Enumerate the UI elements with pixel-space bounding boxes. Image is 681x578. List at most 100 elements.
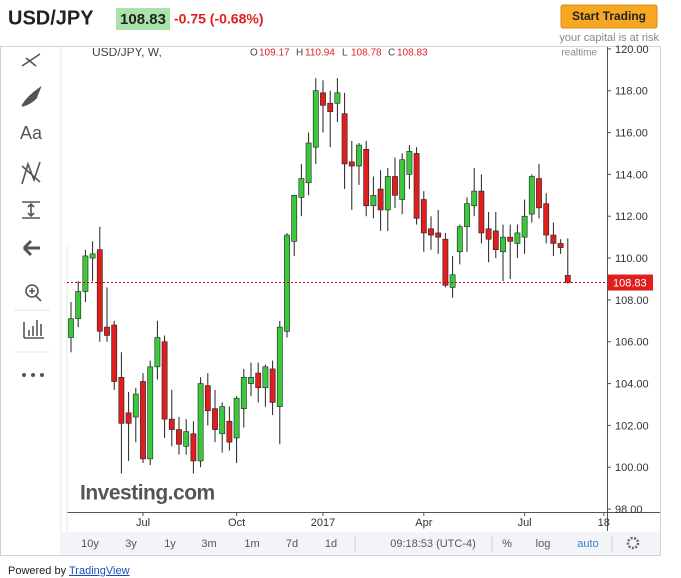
plot-area: USD/JPY, W, realtime O 109.17 H 110.94 L 108.… xyxy=(67,45,607,474)
candle-body xyxy=(104,326,110,336)
candle-body xyxy=(377,188,384,211)
candle-body xyxy=(464,203,470,227)
candle-body xyxy=(233,397,240,439)
settings-gear[interactable] xyxy=(626,536,640,550)
percent-toggle[interactable]: % xyxy=(502,538,512,550)
last-price-label: 108.83 xyxy=(613,277,647,289)
x-tick-label: Jul xyxy=(518,517,532,529)
change: -0.75 (-0.68%) xyxy=(174,11,263,27)
range-button[interactable]: 1y xyxy=(164,538,176,550)
candle-body xyxy=(269,368,276,403)
candle-body xyxy=(161,341,168,420)
y-tick-label: 108.00 xyxy=(615,295,649,307)
legend-value: 108.83 xyxy=(397,48,428,59)
candle-body xyxy=(363,148,370,207)
tool-zoom-detail xyxy=(29,288,42,302)
candle-body xyxy=(111,324,118,382)
candle-body xyxy=(392,176,398,196)
candle-body xyxy=(118,376,125,424)
candle-body xyxy=(197,383,204,462)
candle-body xyxy=(75,291,82,320)
x-tick-label: 18 xyxy=(598,517,610,529)
candle-body xyxy=(356,144,362,167)
candle-body xyxy=(219,406,226,435)
candle-body xyxy=(341,113,348,165)
price: 108.83 xyxy=(120,11,166,28)
candle-body xyxy=(190,433,197,462)
tool-indicators[interactable] xyxy=(23,320,44,339)
last-price-box xyxy=(608,274,653,291)
candle-body xyxy=(320,92,326,106)
candle-body xyxy=(226,420,233,443)
range-button[interactable]: 3y xyxy=(125,538,137,550)
risk-note: your capital is at risk xyxy=(559,32,659,44)
range-button[interactable]: 1d xyxy=(325,538,337,550)
more-dot[interactable] xyxy=(40,373,44,377)
powered-by: Powered by xyxy=(8,565,67,577)
candle-body xyxy=(140,381,146,460)
tool-trendline[interactable] xyxy=(21,53,41,67)
candle-body xyxy=(543,203,550,236)
symbol: USD/JPY xyxy=(8,7,94,29)
chart-legend: USD/JPY, W, xyxy=(92,45,162,59)
range-button[interactable]: 7d xyxy=(286,538,298,550)
more-dot[interactable] xyxy=(22,373,26,377)
candle-body xyxy=(147,366,154,460)
range-button[interactable]: 1m xyxy=(244,538,259,550)
auto-toggle[interactable]: auto xyxy=(577,538,598,550)
candle-body xyxy=(82,255,89,292)
legend-value: 109.17 xyxy=(259,48,290,59)
y-tick-label: 120.00 xyxy=(615,44,649,56)
candle-body xyxy=(456,226,463,253)
x-tick-label: 2017 xyxy=(311,517,335,529)
candle-body xyxy=(471,190,478,207)
candle-body xyxy=(96,249,103,332)
y-tick-label: 102.00 xyxy=(615,420,649,432)
y-tick-label: 114.00 xyxy=(615,169,648,181)
candle-body xyxy=(507,236,514,242)
legend-value: 110.94 xyxy=(305,48,335,59)
candle-body xyxy=(276,326,283,407)
price-box xyxy=(116,8,170,30)
candle-body xyxy=(406,151,413,175)
candle-body xyxy=(449,274,456,288)
candle-body xyxy=(399,159,406,200)
candle-body xyxy=(550,234,557,244)
range-button[interactable]: 3m xyxy=(201,538,216,550)
candle-body xyxy=(262,366,269,389)
candle-body xyxy=(212,408,218,430)
candle-body xyxy=(521,215,528,238)
candle-body xyxy=(500,236,506,253)
candle-body xyxy=(514,232,521,244)
legend-value: 108.78 xyxy=(351,48,382,59)
brand-link[interactable]: TradingView xyxy=(69,565,130,577)
candle-body xyxy=(89,253,96,259)
x-tick-label: Apr xyxy=(415,517,432,529)
candle-body xyxy=(183,431,190,447)
tool-zoom[interactable] xyxy=(25,284,39,298)
tool-back[interactable] xyxy=(22,239,40,257)
log-toggle[interactable]: log xyxy=(536,538,551,550)
watermark: Investing.com xyxy=(80,482,215,505)
tool-text[interactable]: Aa xyxy=(20,123,43,143)
candle-body xyxy=(528,176,535,215)
candle-body xyxy=(557,243,564,248)
x-tick-label: Oct xyxy=(228,517,245,529)
candle-body xyxy=(312,90,319,148)
candle-body xyxy=(485,228,492,240)
tool-pattern[interactable] xyxy=(21,161,41,185)
candle-body xyxy=(291,195,298,242)
tool-brush[interactable] xyxy=(21,85,42,107)
button-label[interactable]: Start Trading xyxy=(572,9,646,23)
start-trading-button[interactable] xyxy=(560,4,658,29)
candle-body xyxy=(442,238,449,286)
more-dot[interactable] xyxy=(31,373,35,377)
y-tick-label: 116.00 xyxy=(615,127,648,139)
range-button[interactable]: 10y xyxy=(81,538,99,550)
candle-body xyxy=(255,372,262,389)
tool-measure[interactable] xyxy=(22,201,40,219)
candle-body xyxy=(327,102,334,112)
y-tick-label: 118.00 xyxy=(615,86,648,98)
